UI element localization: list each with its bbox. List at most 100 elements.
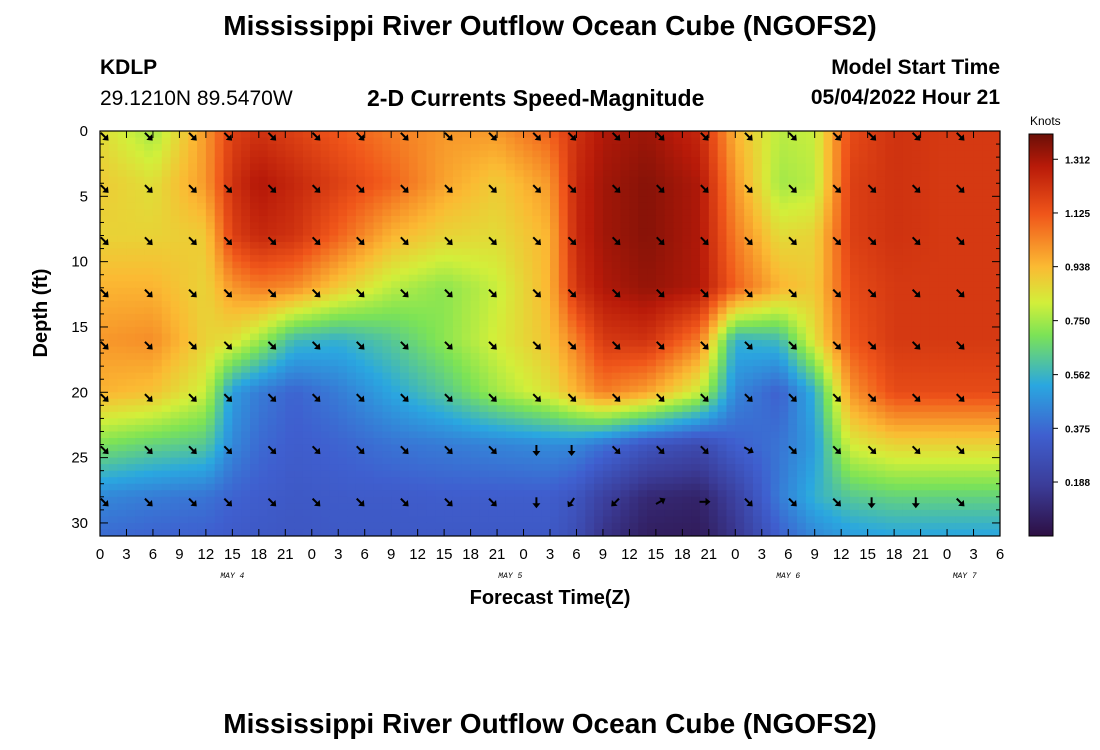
heatmap-cell	[770, 215, 781, 224]
heatmap-cell	[355, 157, 366, 165]
heatmap-cell	[144, 385, 154, 393]
heatmap-cell	[426, 372, 436, 380]
heatmap-cell	[170, 215, 181, 224]
heatmap-cell	[523, 326, 533, 335]
heatmap-cell	[417, 268, 428, 276]
heatmap-cell	[232, 294, 242, 302]
heatmap-cell	[955, 346, 966, 354]
heatmap-cell	[205, 359, 216, 367]
heatmap-cell	[664, 398, 675, 406]
heatmap-cell	[752, 353, 763, 361]
heatmap-cell	[188, 261, 198, 269]
heatmap-cell	[911, 268, 922, 276]
heatmap-cell	[170, 398, 181, 406]
heatmap-cell	[647, 405, 657, 413]
heatmap-cell	[841, 144, 851, 152]
heatmap-cell	[841, 326, 851, 335]
heatmap-cell	[982, 366, 992, 374]
heatmap-cell	[267, 379, 278, 387]
heatmap-cell	[435, 346, 445, 354]
heatmap-cell	[929, 313, 939, 322]
heatmap-cell	[638, 287, 648, 295]
heatmap-cell	[761, 137, 772, 145]
heatmap-cell	[832, 307, 842, 315]
heatmap-cell	[479, 228, 489, 237]
heatmap-cell	[117, 340, 128, 348]
heatmap-cell	[267, 366, 278, 374]
heatmap-cell	[638, 274, 648, 282]
heatmap-cell	[479, 170, 489, 178]
heatmap-cell	[170, 150, 181, 158]
heatmap-cell	[505, 326, 516, 335]
heatmap-cell	[267, 346, 278, 354]
heatmap-cell	[205, 438, 216, 446]
heatmap-cell	[920, 268, 931, 276]
heatmap-cell	[823, 359, 833, 367]
heatmap-cell	[541, 170, 551, 178]
heatmap-cell	[285, 274, 295, 282]
heatmap-cell	[850, 222, 860, 230]
heatmap-cell	[991, 261, 1000, 269]
heatmap-cell	[320, 398, 331, 406]
heatmap-cell	[673, 398, 683, 406]
heatmap-cell	[779, 398, 789, 406]
heatmap-cell	[638, 281, 648, 289]
heatmap-cell	[929, 131, 939, 139]
heatmap-cell	[876, 228, 886, 237]
heatmap-cell	[285, 353, 295, 361]
heatmap-cell	[585, 287, 595, 295]
heatmap-cell	[532, 202, 542, 210]
heatmap-cell	[170, 307, 181, 315]
heatmap-cell	[823, 189, 833, 197]
heatmap-cell	[805, 163, 816, 171]
heatmap-cell	[329, 281, 339, 289]
heatmap-cell	[911, 326, 922, 335]
heatmap-cell	[885, 137, 895, 145]
heatmap-cell	[594, 333, 604, 341]
heatmap-cell	[735, 385, 745, 393]
heatmap-cell	[991, 183, 1000, 191]
heatmap-cell	[188, 209, 198, 217]
heatmap-cell	[717, 307, 728, 315]
heatmap-cell	[408, 372, 419, 380]
heatmap-cell	[232, 405, 242, 413]
heatmap-cell	[858, 392, 869, 400]
heatmap-cell	[682, 163, 692, 171]
heatmap-cell	[805, 189, 816, 197]
heatmap-cell	[770, 313, 781, 322]
heatmap-cell	[735, 183, 745, 191]
heatmap-cell	[797, 274, 807, 282]
heatmap-cell	[594, 215, 604, 224]
heatmap-cell	[320, 379, 331, 387]
heatmap-cell	[188, 183, 198, 191]
heatmap-cell	[188, 398, 198, 406]
heatmap-cell	[991, 274, 1000, 282]
heatmap-cell	[964, 196, 975, 204]
heatmap-cell	[620, 379, 631, 387]
heatmap-cell	[488, 228, 498, 237]
heatmap-cell	[461, 294, 472, 302]
heatmap-cell	[152, 444, 163, 452]
heatmap-cell	[505, 170, 516, 178]
heatmap-cell	[188, 287, 198, 295]
heatmap-cell	[550, 313, 560, 322]
heatmap-cell	[479, 444, 489, 452]
heatmap-cell	[108, 274, 119, 282]
heatmap-cell	[302, 268, 313, 276]
heatmap-cell	[214, 379, 225, 387]
heatmap-cell	[858, 366, 869, 374]
heatmap-cell	[911, 183, 922, 191]
heatmap-cell	[276, 320, 286, 328]
heatmap-cell	[814, 281, 825, 289]
heatmap-cell	[452, 431, 463, 439]
heatmap-cell	[532, 398, 542, 406]
heatmap-cell	[850, 326, 860, 335]
heatmap-cell	[558, 144, 569, 152]
heatmap-cell	[338, 144, 348, 152]
heatmap-cell	[364, 346, 375, 354]
heatmap-cell	[417, 353, 428, 361]
heatmap-cell	[929, 202, 939, 210]
heatmap-cell	[955, 255, 966, 263]
heatmap-cell	[638, 320, 648, 328]
heatmap-cell	[929, 418, 939, 426]
